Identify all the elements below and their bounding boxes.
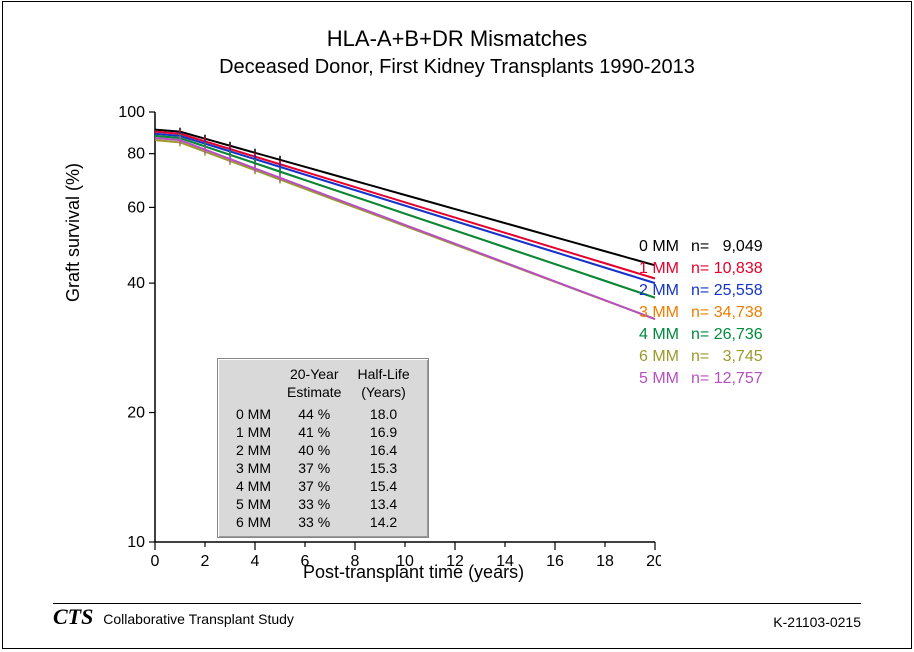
table-header: 20-YearEstimate bbox=[279, 365, 349, 405]
svg-text:60: 60 bbox=[127, 199, 145, 216]
svg-text:14: 14 bbox=[496, 553, 514, 570]
svg-text:10: 10 bbox=[127, 534, 145, 551]
title-block: HLA-A+B+DR Mismatches Deceased Donor, Fi… bbox=[3, 26, 911, 79]
svg-text:12: 12 bbox=[446, 553, 464, 570]
y-axis-label: Graft survival (%) bbox=[63, 163, 84, 302]
footer-left: CTS Collaborative Transplant Study bbox=[53, 604, 294, 630]
cts-logo: CTS bbox=[53, 604, 93, 629]
estimates-table: 20-YearEstimateHalf-Life(Years)0 MM44 %1… bbox=[217, 358, 429, 538]
table-row: 1 MM41 %16.9 bbox=[228, 423, 418, 441]
table-row: 5 MM33 %13.4 bbox=[228, 495, 418, 513]
svg-text:10: 10 bbox=[396, 553, 414, 570]
table-row: 4 MM37 %15.4 bbox=[228, 477, 418, 495]
table-header: Half-Life(Years) bbox=[349, 365, 417, 405]
svg-text:80: 80 bbox=[127, 146, 145, 163]
chart-title: HLA-A+B+DR Mismatches bbox=[3, 26, 911, 52]
svg-text:20: 20 bbox=[127, 405, 145, 422]
svg-text:2: 2 bbox=[201, 553, 210, 570]
legend-row: 1 MMn= 10,838 bbox=[639, 258, 763, 280]
table-row: 6 MM33 %14.2 bbox=[228, 513, 418, 531]
svg-text:20: 20 bbox=[646, 553, 661, 570]
svg-text:6: 6 bbox=[301, 553, 310, 570]
legend-row: 0 MMn= 9,049 bbox=[639, 236, 763, 258]
legend-row: 6 MMn= 3,745 bbox=[639, 346, 763, 368]
svg-text:18: 18 bbox=[596, 553, 614, 570]
series-legend: 0 MMn= 9,0491 MMn= 10,8382 MMn= 25,5583 … bbox=[639, 236, 763, 390]
legend-row: 3 MMn= 34,738 bbox=[639, 302, 763, 324]
svg-text:100: 100 bbox=[118, 104, 145, 121]
footer-text: Collaborative Transplant Study bbox=[103, 611, 294, 627]
table-row: 2 MM40 %16.4 bbox=[228, 441, 418, 459]
table-header bbox=[228, 365, 279, 405]
svg-text:8: 8 bbox=[351, 553, 360, 570]
svg-text:16: 16 bbox=[546, 553, 564, 570]
legend-row: 5 MMn= 12,757 bbox=[639, 368, 763, 390]
legend-row: 4 MMn= 26,736 bbox=[639, 324, 763, 346]
chart-frame: HLA-A+B+DR Mismatches Deceased Donor, Fi… bbox=[2, 1, 912, 649]
footer-code: K-21103-0215 bbox=[773, 614, 861, 630]
svg-text:4: 4 bbox=[251, 553, 260, 570]
chart-subtitle: Deceased Donor, First Kidney Transplants… bbox=[3, 56, 911, 79]
table-row: 0 MM44 %18.0 bbox=[228, 405, 418, 423]
svg-text:0: 0 bbox=[151, 553, 160, 570]
table-row: 3 MM37 %15.3 bbox=[228, 459, 418, 477]
svg-text:40: 40 bbox=[127, 275, 145, 292]
legend-row: 2 MMn= 25,558 bbox=[639, 280, 763, 302]
